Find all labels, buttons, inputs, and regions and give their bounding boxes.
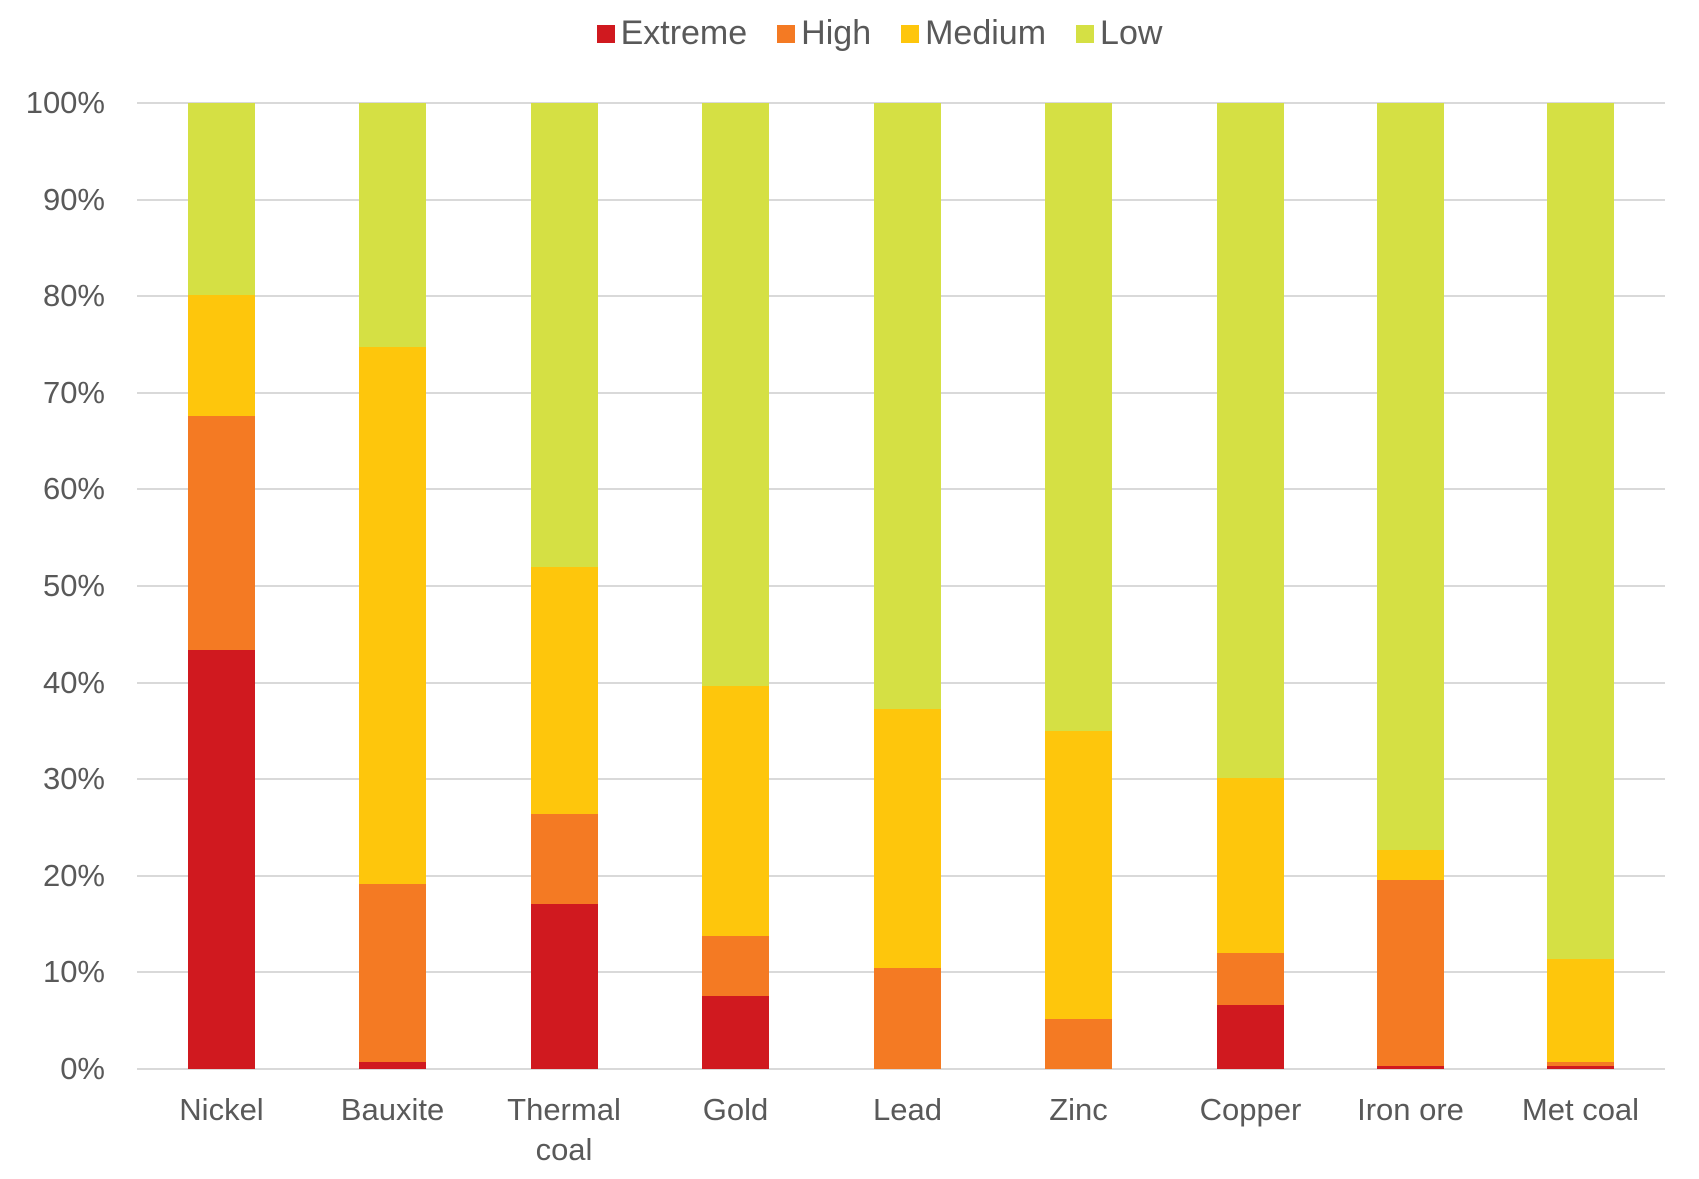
bar-segment-high <box>188 416 255 650</box>
y-tick-label: 80% <box>42 278 105 314</box>
bar-segment-extreme <box>188 649 255 1069</box>
chart-legend: Extreme High Medium Low <box>0 14 1699 53</box>
bar-segment-low <box>1377 103 1444 850</box>
legend-item-low: Low <box>1076 14 1162 53</box>
gridline <box>137 102 1665 104</box>
bar-segment-high <box>702 935 769 996</box>
bar-segment-high <box>359 883 426 1063</box>
legend-swatch-icon <box>901 24 920 43</box>
bar-segment-medium <box>874 708 941 968</box>
y-tick-label: 90% <box>42 181 105 217</box>
x-tick-label: Iron ore <box>1357 1092 1464 1127</box>
bar-segment-low <box>1045 103 1112 731</box>
x-tick-label: Copper <box>1199 1092 1302 1127</box>
bar-segment-low <box>1547 103 1614 959</box>
bar-segment-medium <box>1045 730 1112 1019</box>
y-tick-label: 50% <box>42 568 105 603</box>
bar-segment-medium <box>1217 778 1284 954</box>
bar-met-coal <box>1547 103 1614 1069</box>
bar-segment-extreme <box>1217 1005 1284 1069</box>
legend-label: Low <box>1100 14 1163 52</box>
bar-segment-extreme <box>531 903 598 1069</box>
bar-segment-medium <box>531 566 598 814</box>
bar-segment-extreme <box>359 1062 426 1069</box>
bar-segment-extreme <box>702 995 769 1069</box>
legend-item-medium: Medium <box>901 14 1046 53</box>
x-tick-label: Gold <box>702 1092 769 1127</box>
bar-segment-medium <box>359 347 426 884</box>
y-tick-label: 20% <box>42 857 105 893</box>
bar-segment-extreme <box>1377 1066 1444 1069</box>
bar-segment-high <box>1377 879 1444 1067</box>
bar-copper <box>1217 103 1284 1069</box>
legend-swatch-icon <box>596 24 615 43</box>
legend-label: High <box>801 14 872 52</box>
legend-item-extreme: Extreme <box>596 14 748 53</box>
bar-segment-medium <box>1377 849 1444 880</box>
plot-area <box>137 102 1665 1070</box>
bar-segment-high <box>1217 953 1284 1006</box>
bar-lead <box>874 103 941 1069</box>
y-tick-label: 0% <box>60 1051 105 1086</box>
legend-label: Medium <box>925 14 1047 52</box>
bar-nickel <box>188 103 255 1069</box>
gridline <box>137 1068 1665 1070</box>
y-tick-label: 60% <box>42 471 105 507</box>
legend-swatch-icon <box>777 24 796 43</box>
legend-swatch-icon <box>1076 24 1095 43</box>
bar-iron-ore <box>1377 103 1444 1069</box>
x-tick-label: Zinc <box>1049 1092 1108 1127</box>
bar-thermal-coal <box>531 103 598 1069</box>
bar-segment-extreme <box>1547 1066 1614 1069</box>
bar-segment-low <box>359 103 426 348</box>
bar-segment-low <box>531 103 598 567</box>
bar-segment-low <box>874 103 941 709</box>
bar-segment-low <box>188 103 255 296</box>
y-tick-label: 30% <box>42 761 105 797</box>
bar-segment-high <box>1547 1062 1614 1067</box>
bar-bauxite <box>359 103 426 1069</box>
x-tick-label: Lead <box>873 1092 942 1127</box>
bar-segment-medium <box>1547 958 1614 1063</box>
bar-segment-high <box>874 967 941 1069</box>
x-tick-label: Nickel <box>179 1092 264 1127</box>
bar-segment-high <box>531 814 598 904</box>
x-tick-label: Bauxite <box>340 1092 445 1127</box>
bar-segment-low <box>1217 103 1284 779</box>
legend-label: Extreme <box>620 14 748 52</box>
bar-segment-low <box>702 103 769 686</box>
legend-item-high: High <box>777 14 871 53</box>
x-tick-label: Thermal coal <box>507 1092 621 1167</box>
bar-segment-medium <box>188 295 255 416</box>
x-tick-label: Met coal <box>1521 1092 1640 1127</box>
bar-gold <box>702 103 769 1069</box>
bar-zinc <box>1045 103 1112 1069</box>
bar-segment-medium <box>702 685 769 936</box>
bar-segment-high <box>1045 1018 1112 1069</box>
y-tick-label: 40% <box>42 664 105 700</box>
y-tick-label: 70% <box>42 374 105 410</box>
y-tick-label: 10% <box>42 954 105 990</box>
y-tick-label: 100% <box>25 85 105 120</box>
